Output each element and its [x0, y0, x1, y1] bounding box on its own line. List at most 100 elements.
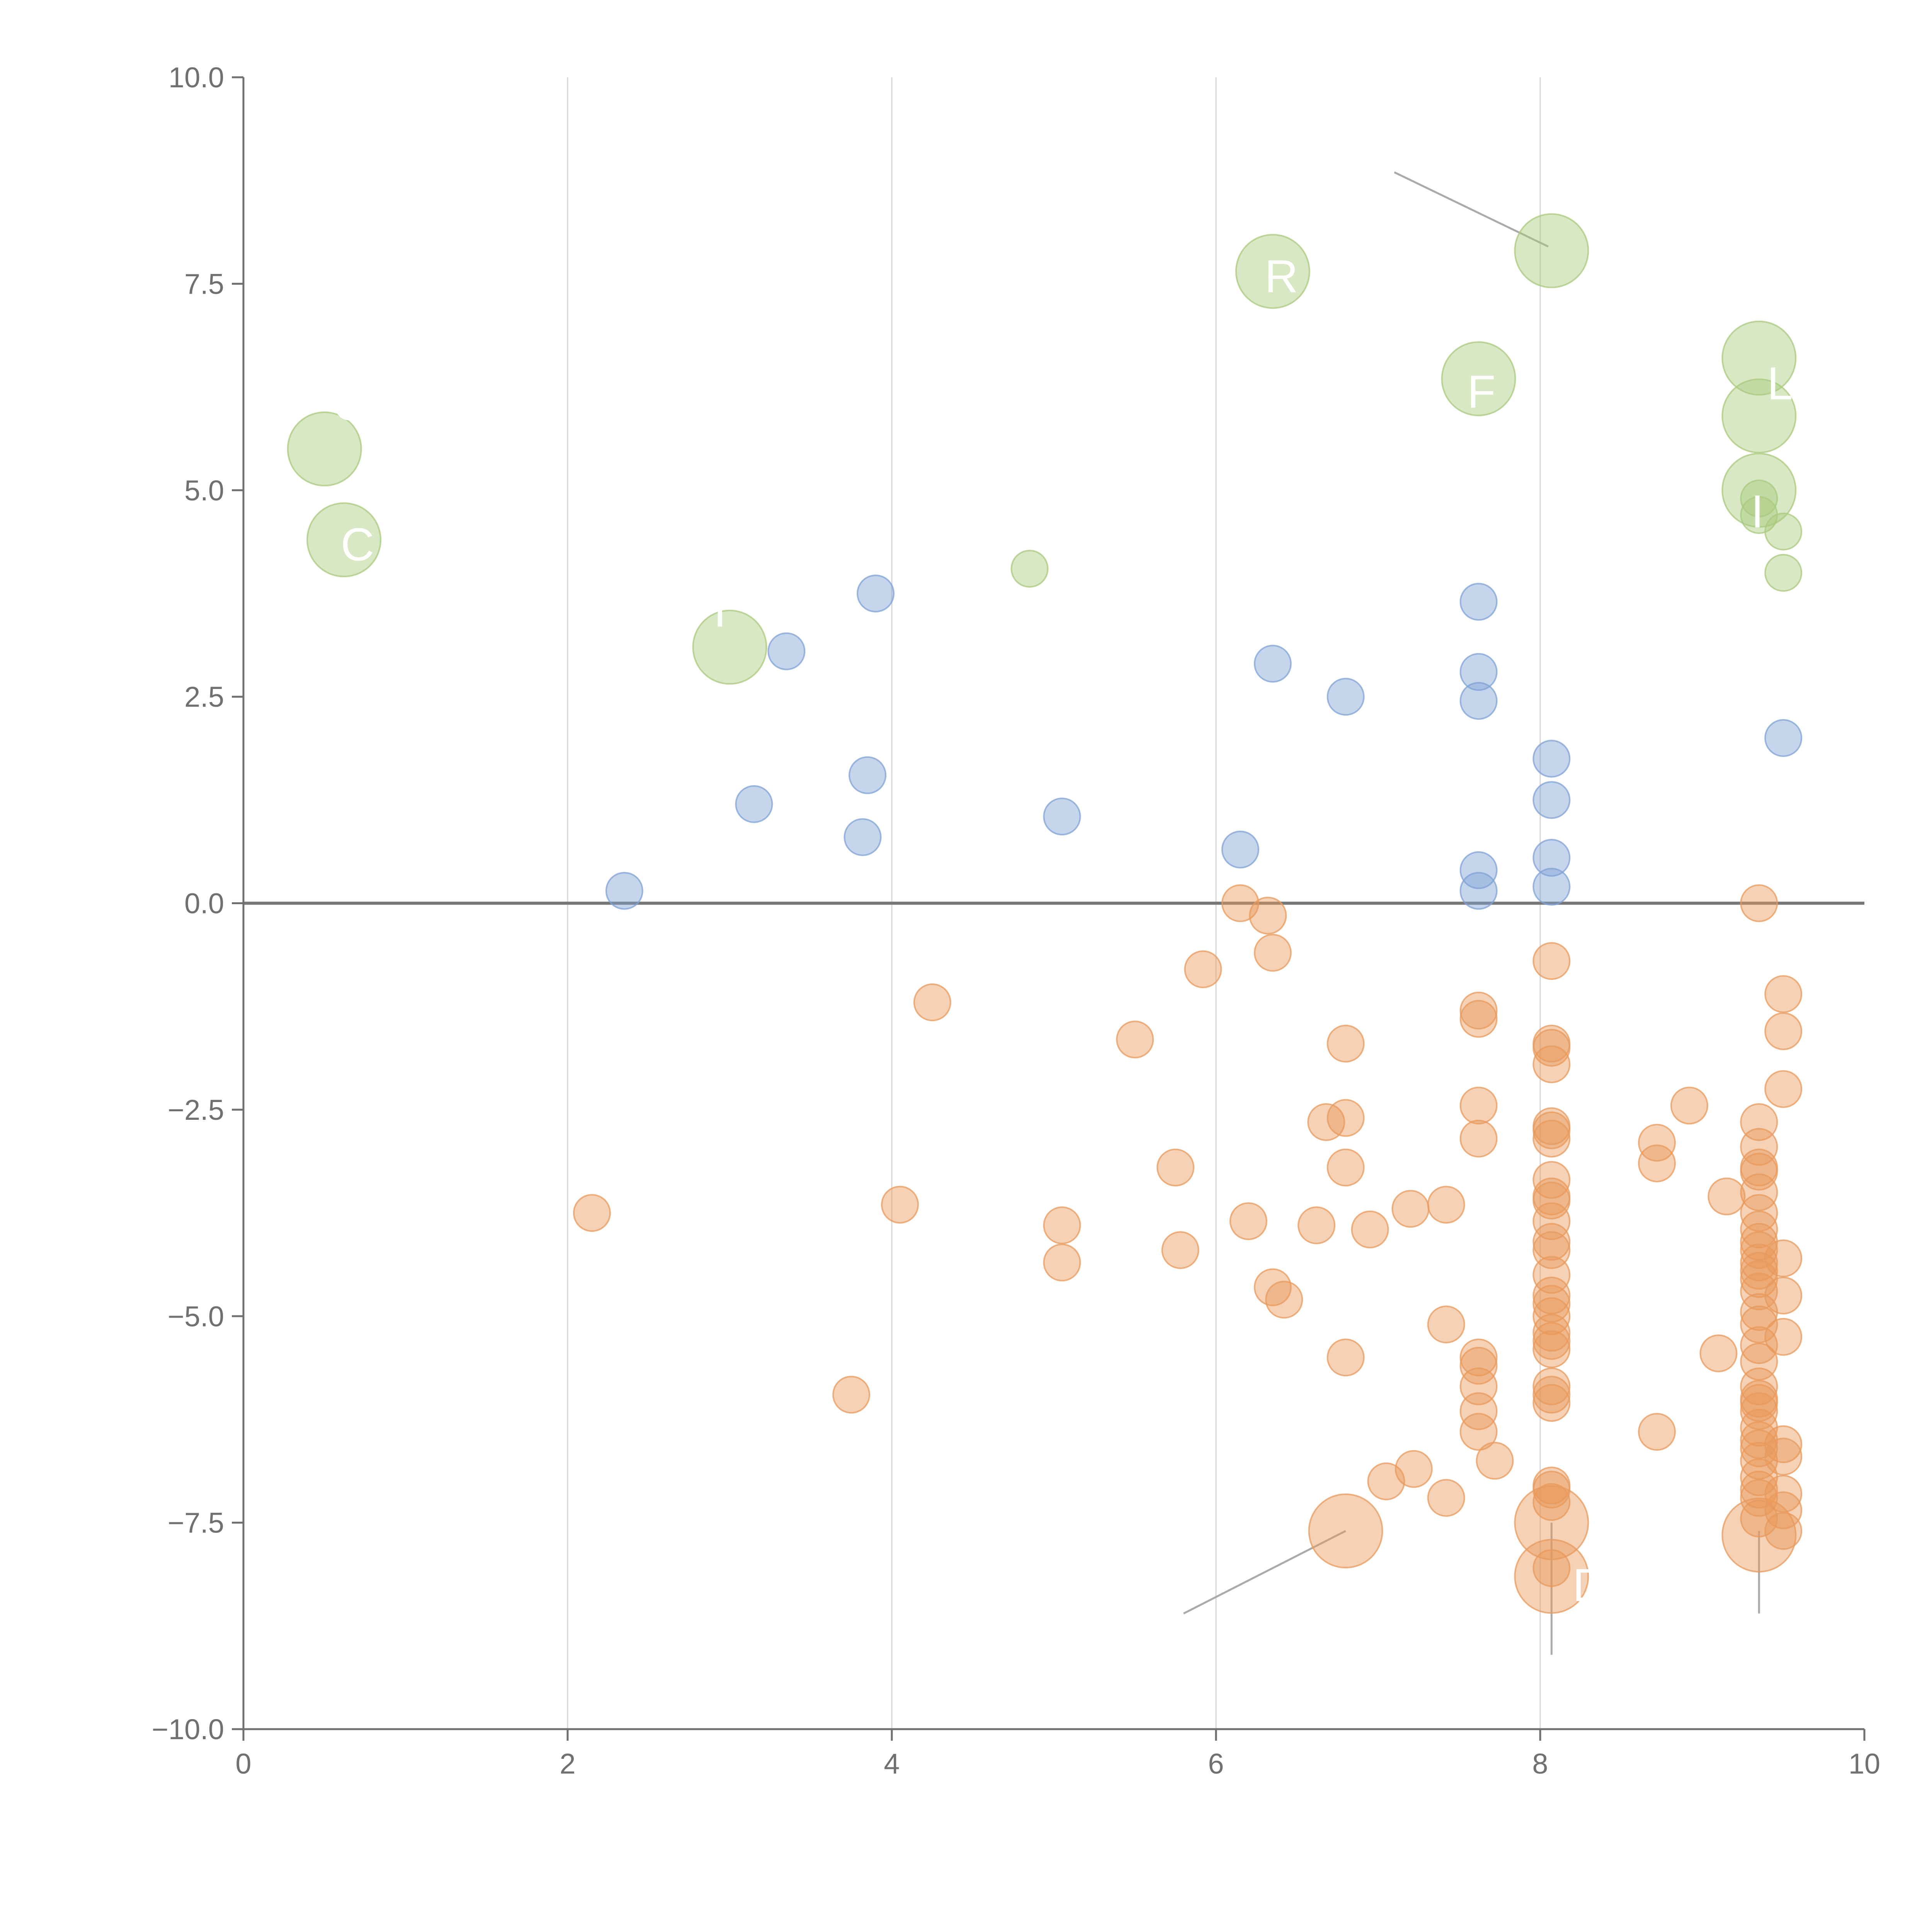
orange-point [1156, 1148, 1195, 1187]
blue-point [1253, 645, 1292, 683]
orange-point [832, 1376, 871, 1414]
orange-point [1740, 1153, 1778, 1191]
x-tick-label: 2 [560, 1748, 575, 1780]
orange-point [1327, 1024, 1365, 1063]
y-tick-label: −10.0 [152, 1713, 224, 1745]
orange-point [1532, 1202, 1571, 1240]
orange-point [1459, 1119, 1498, 1158]
orange-point [1184, 950, 1222, 988]
green-point [1740, 480, 1778, 518]
blue-point [857, 574, 895, 612]
orange-point [1253, 1268, 1292, 1306]
green-point [1721, 378, 1797, 454]
blue-point [1043, 798, 1081, 836]
orange-point [1459, 1087, 1498, 1125]
orange-point [1740, 1429, 1778, 1468]
annotation-label: R [1265, 250, 1298, 302]
blue-point [1459, 851, 1498, 889]
blue-point [1459, 583, 1498, 621]
leader-line [1183, 1530, 1346, 1614]
leader-lines [332, 171, 1760, 1655]
orange-point [1532, 1314, 1571, 1352]
orange-point [1514, 1539, 1589, 1614]
y-tick-label: 0.0 [184, 888, 224, 920]
green-point [1514, 213, 1589, 288]
orange-point [881, 1185, 919, 1224]
green-point [692, 609, 767, 685]
annotation-label: F [1467, 366, 1495, 418]
orange-point [1699, 1334, 1738, 1372]
orange-point [1116, 1020, 1154, 1059]
annotation-label: D [1573, 1560, 1606, 1611]
orange-point [1459, 992, 1498, 1030]
leader-line [1394, 171, 1549, 248]
orange-point [1308, 1493, 1383, 1568]
blue-point [1532, 838, 1571, 877]
orange-point [1427, 1185, 1465, 1224]
blue-point [1764, 719, 1803, 757]
orange-point [1427, 1479, 1465, 1517]
orange-point [1740, 1210, 1778, 1248]
orange-point [1327, 1338, 1365, 1377]
orange-point [1532, 1330, 1571, 1368]
green-point [1721, 320, 1797, 396]
orange-point [1327, 1148, 1365, 1187]
orange-point [1740, 1272, 1778, 1311]
orange-point [1764, 1070, 1803, 1108]
orange-point [1638, 1124, 1676, 1162]
orange-point [1459, 1392, 1498, 1430]
orange-point [1307, 1103, 1345, 1141]
orange-point [1395, 1450, 1433, 1488]
x-tick-label: 8 [1532, 1748, 1548, 1780]
annotation-label: C [341, 519, 374, 570]
orange-point [1298, 1206, 1336, 1245]
orange-point [1740, 1305, 1778, 1344]
green-point [287, 411, 362, 486]
orange-point [1265, 1281, 1303, 1319]
orange-point [1459, 1413, 1498, 1451]
orange-point [1532, 1045, 1571, 1083]
orange-point [1043, 1206, 1081, 1245]
green-point [306, 502, 382, 577]
orange-point [1532, 1161, 1571, 1199]
orange-point [1532, 1119, 1571, 1158]
blue-point [1459, 682, 1498, 720]
orange-point [1327, 1099, 1365, 1137]
orange-point [1532, 1549, 1571, 1587]
orange-point [1532, 1376, 1571, 1414]
x-tick-label: 0 [235, 1748, 251, 1780]
orange-point [1253, 934, 1292, 972]
orange-point [1351, 1210, 1389, 1248]
orange-point [1740, 1499, 1778, 1537]
orange-point [1532, 1483, 1571, 1521]
orange-point [1459, 1347, 1498, 1385]
blue-point [1459, 653, 1498, 691]
annotation-label: I [1751, 486, 1764, 537]
orange-point [1532, 1256, 1571, 1294]
orange-point [573, 1194, 611, 1232]
orange-point [1764, 1475, 1803, 1513]
green-point [1441, 341, 1516, 417]
orange-point [1532, 1384, 1571, 1422]
blue-point [849, 756, 887, 794]
orange-point [1740, 1231, 1778, 1269]
orange-point [1043, 1243, 1081, 1282]
orange-point [1740, 1194, 1778, 1232]
green-point [1235, 234, 1310, 309]
x-tick-label: 10 [1849, 1748, 1880, 1780]
orange-point [1638, 1413, 1676, 1451]
blue-point [844, 818, 882, 856]
green-point [1721, 452, 1797, 528]
orange-point [1670, 1087, 1708, 1125]
orange-point [1532, 1471, 1571, 1509]
blue-point [735, 785, 773, 823]
blue-point [1327, 678, 1365, 716]
orange-point [1249, 896, 1287, 935]
orange-point [1532, 1285, 1571, 1323]
orange-point [1721, 1497, 1797, 1573]
orange-point [1764, 1239, 1803, 1277]
orange-point [1459, 1000, 1498, 1038]
orange-point [1764, 1276, 1803, 1315]
orange-point [1764, 975, 1803, 1013]
